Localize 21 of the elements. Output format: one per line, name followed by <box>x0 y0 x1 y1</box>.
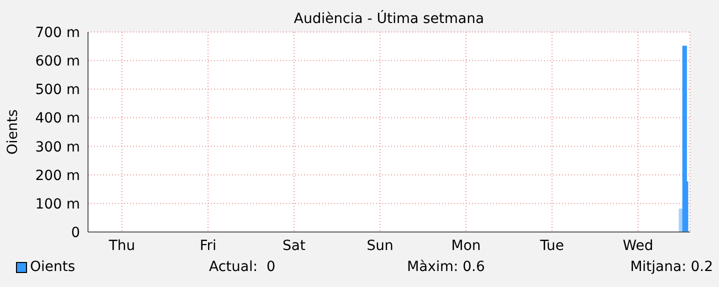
x-tick-label: Sun <box>366 238 394 254</box>
chart-title: Audiència - Útima setmana <box>292 11 486 27</box>
y-tick-label: 700 m <box>35 24 80 41</box>
y-tick-label: 600 m <box>35 54 80 70</box>
y-axis-title: Oients <box>4 109 21 155</box>
x-tick-label: Sat <box>282 238 306 254</box>
y-tick-label: 500 m <box>35 82 80 98</box>
y-tick-label: 400 m <box>35 110 80 127</box>
legend-label: Oients <box>30 259 76 275</box>
y-tick-label: 300 m <box>35 139 80 156</box>
y-tick-label: 100 m <box>35 196 80 212</box>
x-tick-label: Thu <box>108 238 136 254</box>
x-tick-label: Wed <box>622 238 654 254</box>
x-tick-label: Tue <box>539 238 564 254</box>
y-tick-label: 200 m <box>35 168 80 184</box>
x-tick-label: Mon <box>451 238 481 254</box>
text: Màxim: 0.6 <box>407 259 485 275</box>
text: Actual: 0 <box>209 259 276 275</box>
y-tick-label: 0 <box>71 224 80 241</box>
text: Mitjana: 0.2 <box>630 259 713 275</box>
x-tick-label: Fri <box>200 238 216 254</box>
